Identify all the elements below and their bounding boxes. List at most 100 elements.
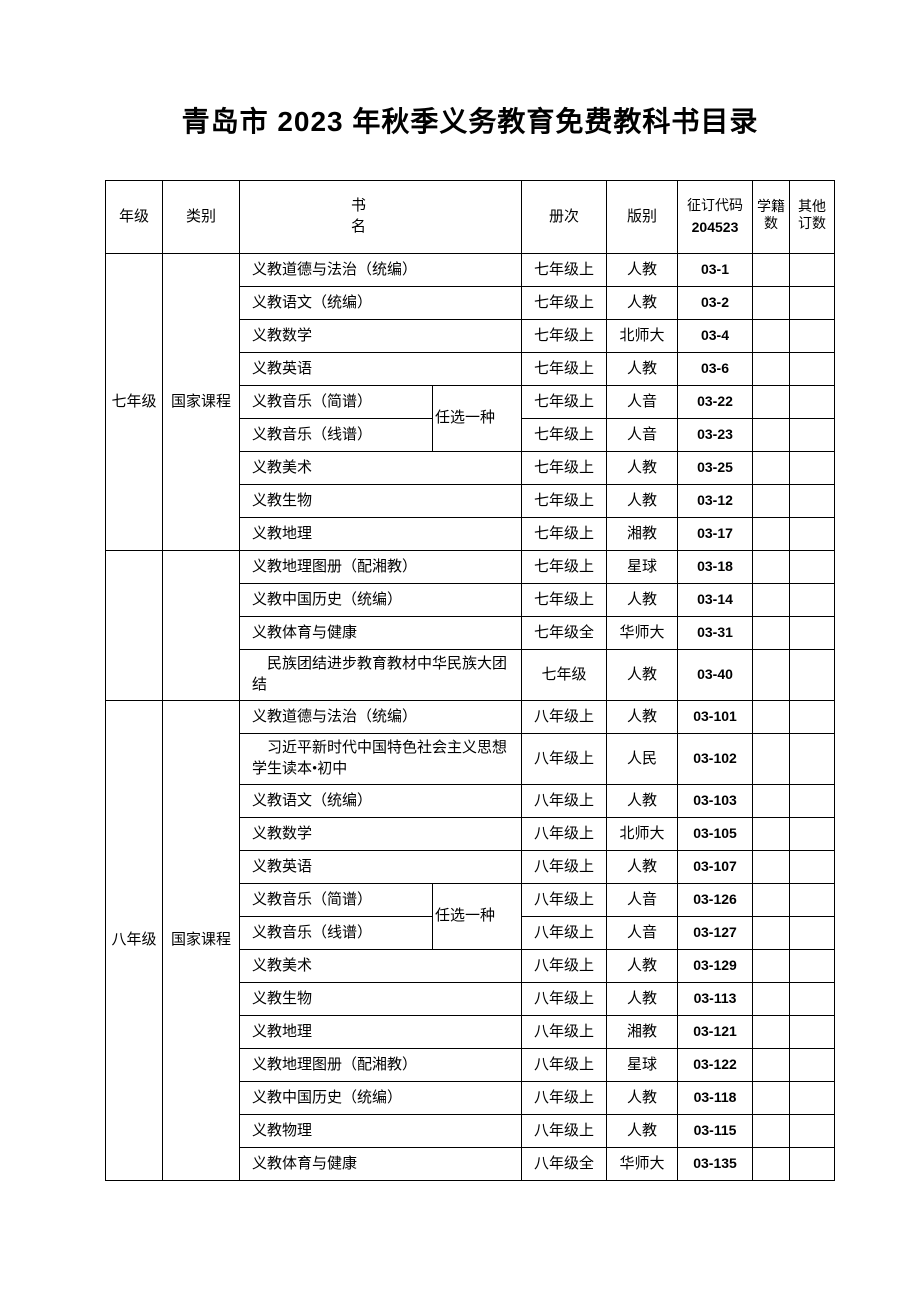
table-header-row: 年级 类别 书名 册次 版别 征订代码 204523 学籍数 其他订数 <box>106 181 835 254</box>
volume-cell: 八年级上 <box>522 917 607 950</box>
category-cell <box>163 551 240 701</box>
code-cell: 03-115 <box>678 1115 753 1148</box>
code-cell: 03-103 <box>678 785 753 818</box>
count-cell <box>753 551 790 584</box>
volume-cell: 七年级上 <box>522 485 607 518</box>
count-cell <box>753 851 790 884</box>
book-name: 义教语文（统编） <box>240 287 522 320</box>
book-name: 义教体育与健康 <box>240 1148 522 1181</box>
volume-cell: 八年级上 <box>522 884 607 917</box>
textbook-table: 年级 类别 书名 册次 版别 征订代码 204523 学籍数 其他订数 七年级 … <box>105 180 835 1181</box>
code-cell: 03-14 <box>678 584 753 617</box>
code-cell: 03-105 <box>678 818 753 851</box>
other-cell <box>790 917 835 950</box>
volume-cell: 八年级上 <box>522 785 607 818</box>
other-cell <box>790 287 835 320</box>
table-row: 七年级 国家课程 义教道德与法治（统编） 七年级上 人教 03-1 <box>106 254 835 287</box>
other-cell <box>790 1115 835 1148</box>
volume-cell: 七年级全 <box>522 617 607 650</box>
code-cell: 03-18 <box>678 551 753 584</box>
count-cell <box>753 254 790 287</box>
header-grade: 年级 <box>106 181 163 254</box>
publisher-cell: 人音 <box>607 917 678 950</box>
book-name: 义教英语 <box>240 353 522 386</box>
publisher-cell: 人音 <box>607 386 678 419</box>
table-row: 义教地理图册（配湘教） 七年级上 星球 03-18 <box>106 551 835 584</box>
volume-cell: 八年级上 <box>522 818 607 851</box>
other-cell <box>790 1016 835 1049</box>
header-book: 书名 <box>240 181 522 254</box>
header-code: 征订代码 204523 <box>678 181 753 254</box>
other-cell <box>790 884 835 917</box>
other-cell <box>790 254 835 287</box>
header-category: 类别 <box>163 181 240 254</box>
code-cell: 03-135 <box>678 1148 753 1181</box>
other-cell <box>790 320 835 353</box>
volume-cell: 八年级全 <box>522 1148 607 1181</box>
count-cell <box>753 1082 790 1115</box>
publisher-cell: 人教 <box>607 785 678 818</box>
header-volume: 册次 <box>522 181 607 254</box>
publisher-cell: 人教 <box>607 701 678 734</box>
category-cell: 国家课程 <box>163 701 240 1181</box>
count-cell <box>753 518 790 551</box>
code-cell: 03-101 <box>678 701 753 734</box>
code-cell: 03-23 <box>678 419 753 452</box>
volume-cell: 八年级上 <box>522 1016 607 1049</box>
count-cell <box>753 617 790 650</box>
book-name: 义教音乐（简谱） <box>240 386 433 419</box>
count-cell <box>753 701 790 734</box>
count-cell <box>753 884 790 917</box>
code-cell: 03-17 <box>678 518 753 551</box>
book-name: 义教数学 <box>240 818 522 851</box>
count-cell <box>753 419 790 452</box>
code-cell: 03-113 <box>678 983 753 1016</box>
volume-cell: 八年级上 <box>522 950 607 983</box>
volume-cell: 八年级上 <box>522 851 607 884</box>
other-cell <box>790 1049 835 1082</box>
code-cell: 03-102 <box>678 734 753 785</box>
book-name: 民族团结进步教育教材中华民族大团结 <box>240 650 522 701</box>
volume-cell: 七年级上 <box>522 320 607 353</box>
option-cell: 任选一种 <box>433 884 522 950</box>
book-name: 义教体育与健康 <box>240 617 522 650</box>
volume-cell: 七年级上 <box>522 254 607 287</box>
code-cell: 03-127 <box>678 917 753 950</box>
other-cell <box>790 1148 835 1181</box>
book-name: 义教物理 <box>240 1115 522 1148</box>
other-cell <box>790 983 835 1016</box>
publisher-cell: 北师大 <box>607 818 678 851</box>
book-name: 义教音乐（线谱） <box>240 419 433 452</box>
grade-cell <box>106 551 163 701</box>
other-cell <box>790 419 835 452</box>
publisher-cell: 华师大 <box>607 617 678 650</box>
volume-cell: 七年级上 <box>522 353 607 386</box>
volume-cell: 七年级上 <box>522 419 607 452</box>
publisher-cell: 人教 <box>607 851 678 884</box>
publisher-cell: 人教 <box>607 485 678 518</box>
code-cell: 03-2 <box>678 287 753 320</box>
book-name: 义教地理 <box>240 1016 522 1049</box>
code-cell: 03-12 <box>678 485 753 518</box>
count-cell <box>753 1148 790 1181</box>
volume-cell: 八年级上 <box>522 701 607 734</box>
other-cell <box>790 452 835 485</box>
volume-cell: 八年级上 <box>522 1049 607 1082</box>
publisher-cell: 北师大 <box>607 320 678 353</box>
volume-cell: 八年级上 <box>522 1115 607 1148</box>
count-cell <box>753 983 790 1016</box>
header-publisher: 版别 <box>607 181 678 254</box>
publisher-cell: 人音 <box>607 419 678 452</box>
count-cell <box>753 1115 790 1148</box>
code-cell: 03-107 <box>678 851 753 884</box>
code-cell: 03-25 <box>678 452 753 485</box>
publisher-cell: 星球 <box>607 1049 678 1082</box>
volume-cell: 七年级上 <box>522 386 607 419</box>
book-name: 义教道德与法治（统编） <box>240 701 522 734</box>
volume-cell: 七年级上 <box>522 551 607 584</box>
publisher-cell: 人音 <box>607 884 678 917</box>
other-cell <box>790 518 835 551</box>
count-cell <box>753 584 790 617</box>
volume-cell: 七年级上 <box>522 452 607 485</box>
grade-cell: 七年级 <box>106 254 163 551</box>
